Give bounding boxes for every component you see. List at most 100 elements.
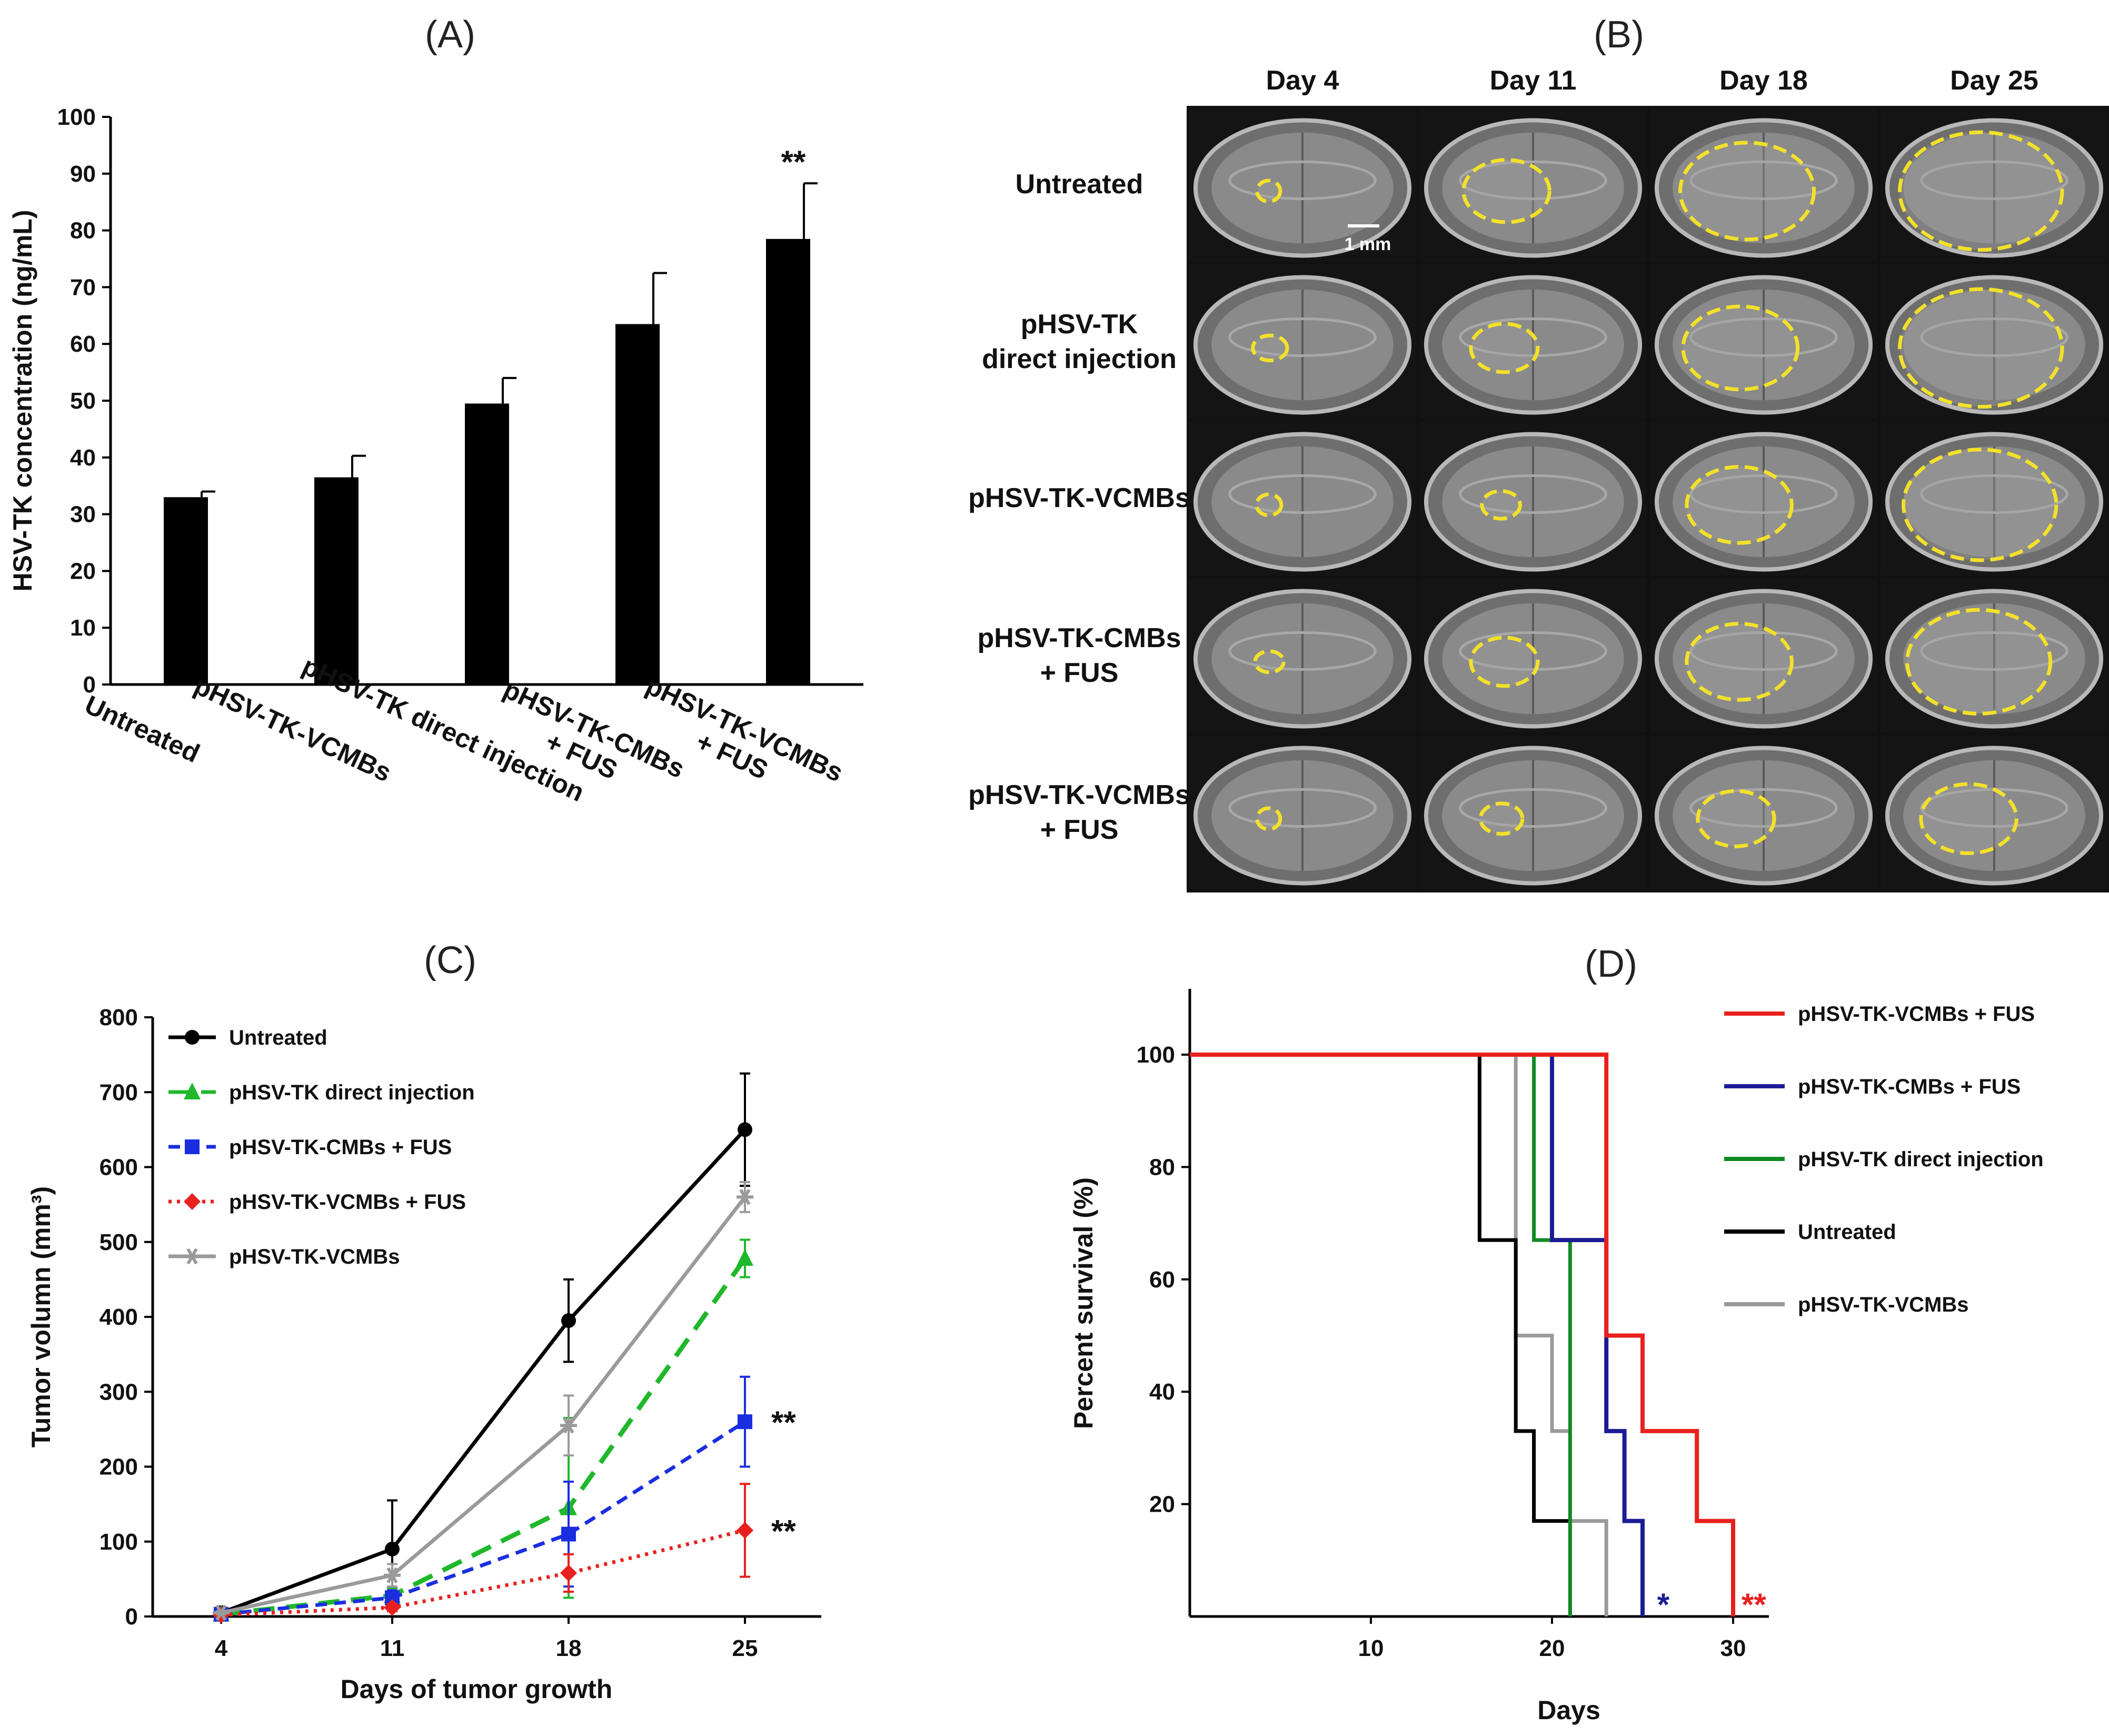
c-series [213, 1181, 753, 1621]
tumor-outline [1251, 333, 1289, 362]
c-data-point [738, 1414, 752, 1430]
mri-column-label: Day 11 [1490, 65, 1577, 96]
brain-corpus [1459, 788, 1607, 828]
c-data-point [184, 1083, 201, 1099]
mri-cell [1881, 265, 2108, 419]
tumor-outline [1469, 636, 1540, 688]
mri-cell [1419, 422, 1647, 576]
mri-cell [1650, 422, 1877, 576]
brain-corpus [1228, 317, 1377, 357]
d-survival-curve [1190, 1053, 1645, 1616]
c-data-point [185, 1030, 200, 1045]
tumor-outline [1253, 649, 1286, 674]
a-bar [766, 239, 810, 685]
tumor-outline [1681, 304, 1800, 392]
brain-corpus [1920, 474, 2068, 514]
mri-cell [1881, 736, 2108, 889]
a-y-tick-label: 10 [70, 615, 96, 641]
tumor-outline [1902, 448, 2058, 562]
a-bar [615, 324, 660, 685]
mri-column-label: Day 4 [1266, 65, 1339, 96]
d-y-tick-label: 40 [1149, 1379, 1175, 1405]
mri-cell [1650, 736, 1877, 889]
a-y-tick-label: 80 [70, 218, 96, 244]
mri-cell [1419, 736, 1647, 889]
chart-c-line-chart: 0 100 200 300 400 500 600 700 800 4 11 18 25 Days of … [26, 1005, 821, 1704]
c-y-tick-label: 600 [100, 1155, 138, 1181]
a-y-tick-label: 60 [70, 331, 96, 357]
mri-row-label-line: Untreated [1016, 169, 1143, 200]
panel-c: (C) 0 100 200 300 400 500 600 700 800 4 11 18 25 Days… [26, 939, 821, 1704]
mri-row-label-line: pHSV-TK-VCMBs [968, 780, 1190, 810]
c-significance-marker: ** [771, 1513, 796, 1549]
c-series-line [220, 1128, 747, 1615]
c-data-point [385, 1541, 400, 1556]
d-x-tick-label: 30 [1720, 1635, 1746, 1661]
d-survival-curve [1190, 1053, 1735, 1616]
tumor-outline [1898, 130, 2064, 252]
c-data-point [213, 1604, 230, 1621]
a-bar [314, 477, 359, 685]
d-legend-label: Untreated [1798, 1221, 1896, 1244]
mri-cell [1419, 579, 1647, 732]
panel-b: (B) Day 4 Day 11 Day 18 Day 25 Untreated 1 mm… [968, 14, 2109, 892]
mri-cell [1419, 108, 1647, 262]
d-legend: pHSV-TK-VCMBs + FUS pHSV-TK-CMBs + FUS pHS… [1724, 1003, 2044, 1316]
d-y-tick-label: 60 [1149, 1267, 1175, 1293]
tumor-outline [1696, 789, 1776, 848]
c-data-point [560, 1417, 577, 1434]
mri-row-label: pHSV-TK-VCMBs + FUS [968, 780, 1190, 845]
a-y-tick-label: 40 [70, 445, 96, 471]
d-y-tick-label: 20 [1149, 1492, 1175, 1517]
tumor-outline [1255, 178, 1282, 204]
c-data-point [184, 1193, 201, 1210]
a-y-tick-label: 0 [83, 672, 96, 698]
brain-corpus [1459, 631, 1607, 671]
a-y-axis-title: HSV-TK concentration (ng/mL) [8, 210, 37, 592]
c-series-line [221, 1196, 747, 1615]
panel-a-label: (A) [425, 14, 475, 56]
brain-corpus [1459, 160, 1607, 200]
c-y-tick-label: 400 [100, 1304, 138, 1330]
panel-b-label: (B) [1594, 14, 1644, 56]
mri-cell [1650, 108, 1877, 262]
a-y-tick-label: 90 [70, 161, 96, 187]
c-x-tick-label: 25 [732, 1635, 758, 1661]
panel-d-label: (D) [1585, 943, 1637, 985]
d-x-tick-label: 20 [1539, 1635, 1565, 1661]
mri-row-label-line: + FUS [1040, 815, 1119, 845]
d-y-tick-label: 100 [1137, 1042, 1175, 1068]
c-data-point [560, 1564, 577, 1582]
d-x-axis-title: Days [1537, 1695, 1600, 1725]
mri-cell [1189, 422, 1416, 576]
d-survival-curve [1190, 1053, 1608, 1616]
mri-cell [1650, 579, 1877, 732]
brain-corpus [1459, 317, 1607, 357]
brain-corpus [1228, 160, 1377, 200]
c-data-point-stroke [739, 1189, 751, 1205]
brain-corpus [1689, 474, 1838, 514]
c-data-point-stroke [563, 1417, 574, 1434]
c-significance-marker: ** [771, 1405, 796, 1440]
mri-row-label-line: + FUS [1040, 658, 1119, 688]
d-survival-curve [1190, 1053, 1572, 1616]
mri-row-label-line: pHSV-TK-CMBs [977, 623, 1181, 653]
scale-bar-label: 1 mm [1345, 234, 1391, 254]
c-y-tick-label: 700 [100, 1079, 138, 1105]
a-significance-marker: ** [781, 144, 806, 180]
tumor-outline [1478, 801, 1525, 836]
tumor-outline [1255, 806, 1282, 831]
brain-corpus [1689, 631, 1838, 671]
c-y-tick-label: 300 [100, 1379, 138, 1405]
panel-d: (D) 20 40 60 80 100 10 20 30 Days Percent surviva… [1069, 943, 2044, 1725]
mri-cell [1650, 265, 1877, 419]
mri-row-label-line: direct injection [982, 344, 1177, 374]
c-legend-label: pHSV-TK-VCMBs + FUS [229, 1191, 466, 1214]
c-data-point-stroke [386, 1567, 398, 1584]
c-x-tick-label: 4 [215, 1635, 228, 1661]
a-bar [465, 403, 509, 685]
tumor-outline [1678, 141, 1816, 242]
mri-column-label: Day 18 [1719, 65, 1808, 96]
brain-corpus [1920, 631, 2068, 671]
